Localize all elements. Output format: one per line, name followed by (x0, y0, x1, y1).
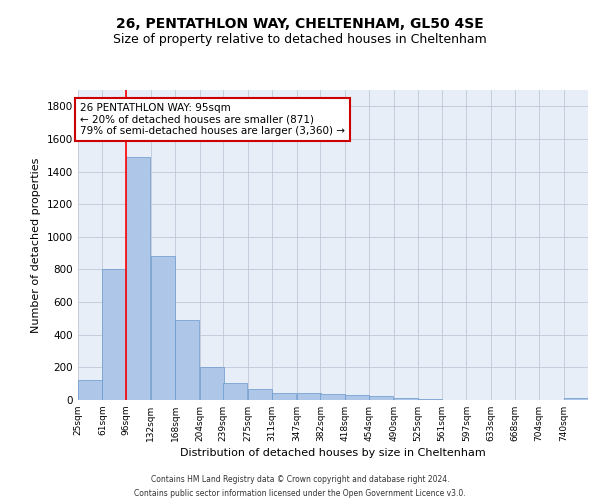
Bar (370, 396, 394, 400)
Text: 26, PENTATHLON WAY, CHELTENHAM, GL50 4SE: 26, PENTATHLON WAY, CHELTENHAM, GL50 4SE (116, 18, 484, 32)
Bar (223, 383, 247, 400)
Bar (296, 392, 321, 400)
Text: 26 PENTATHLON WAY: 95sqm
← 20% of detached houses are smaller (871)
79% of semi-: 26 PENTATHLON WAY: 95sqm ← 20% of detach… (80, 103, 345, 136)
Bar (345, 395, 369, 400)
Bar (272, 394, 296, 400)
Bar (126, 157, 151, 400)
Bar (320, 394, 344, 400)
X-axis label: Distribution of detached houses by size in Cheltenham: Distribution of detached houses by size … (180, 448, 486, 458)
Bar (418, 399, 442, 400)
Bar (200, 366, 224, 400)
Text: Size of property relative to detached houses in Cheltenham: Size of property relative to detached ho… (113, 32, 487, 46)
Bar (151, 256, 175, 400)
Text: Contains HM Land Registry data © Crown copyright and database right 2024.
Contai: Contains HM Land Registry data © Crown c… (134, 476, 466, 498)
Bar (175, 320, 199, 400)
Bar (103, 270, 127, 400)
Bar (78, 380, 102, 400)
Bar (394, 398, 418, 400)
Y-axis label: Number of detached properties: Number of detached properties (31, 158, 41, 332)
Bar (248, 390, 272, 400)
Bar (563, 398, 587, 400)
